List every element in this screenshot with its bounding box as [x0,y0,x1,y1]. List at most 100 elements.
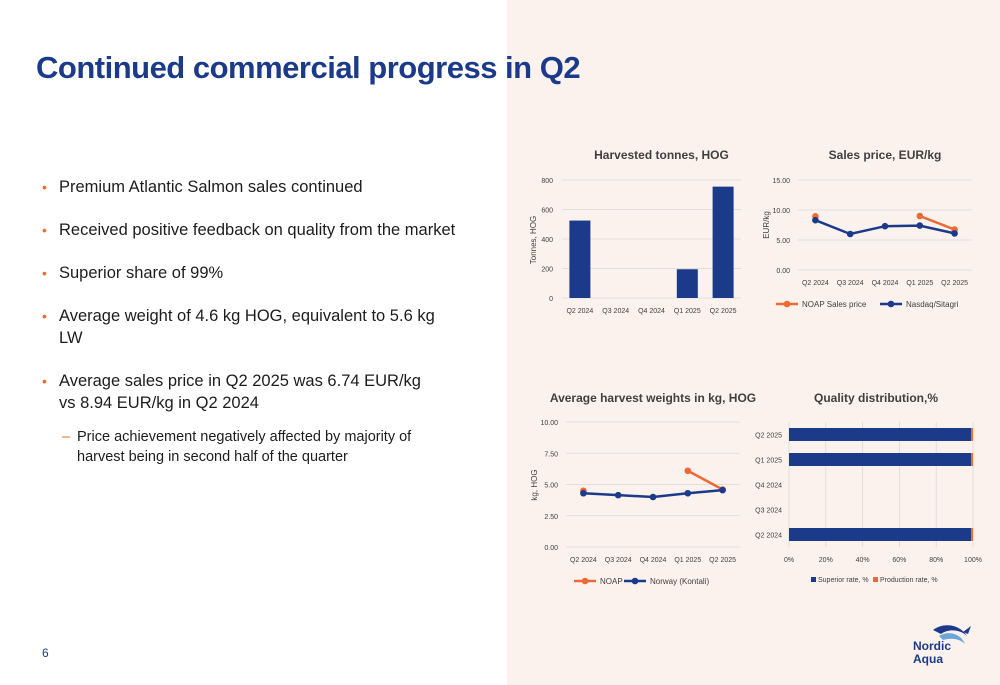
logo-line-2: Aqua [913,652,943,666]
y-tick-label: Q2 2025 [755,433,782,440]
x-tick-label: 100% [964,557,982,564]
y-tick-label: 10.00 [772,208,790,215]
y-tick-label: Q2 2024 [755,533,782,540]
legend-label: Nasdaq/Sitagri [906,300,959,309]
data-point [881,222,889,230]
x-tick-label: Q2 2025 [941,280,968,287]
x-tick-label: Q1 2025 [674,308,701,315]
x-tick-label: Q3 2024 [605,557,632,564]
y-tick-label: 600 [541,208,553,215]
data-point [846,230,854,238]
bar-segment [789,453,972,466]
bullet-text: Superior share of 99% [59,264,224,282]
data-point [684,489,692,497]
bullet-text: Average weight of 4.6 kg HOG, equivalent… [59,307,435,347]
y-tick-label: Q4 2024 [755,483,782,490]
bar-segment [971,528,973,541]
salmon-logo-icon [933,625,971,644]
bar [569,220,591,298]
data-point [684,467,692,475]
y-tick-label: 15.00 [772,178,790,185]
bullet-text: Received positive feedback on quality fr… [59,221,456,239]
y-tick-label: 5.00 [544,483,558,490]
x-tick-label: Q2 2025 [710,308,737,315]
bullet-dot-icon: • [42,373,47,389]
logo-line-1: Nordic [913,639,952,653]
legend-label: Production rate, % [880,577,938,584]
bullet-list: • Premium Atlantic Salmon sales continued… [42,176,462,467]
bullet-dot-icon: • [42,179,47,195]
charts-canvas: Harvested tonnes, HOG Tonnes, HOG 0 200 400 6… [529,148,982,586]
dash-icon: – [62,429,71,445]
sub-bullet-item: – Price achievement negatively affected b… [62,427,442,467]
x-tick-label: 0% [784,557,794,564]
x-tick-label: 40% [856,557,870,564]
y-axis-label: EUR/kg [762,211,771,239]
x-tick-label: Q2 2025 [709,557,736,564]
legend-swatch [811,577,816,582]
bullet-text: Premium Atlantic Salmon sales continued [59,178,363,196]
slide-title: Continued commercial progress in Q2 [36,50,581,85]
y-axis-label: kg, HOG [530,469,539,500]
x-tick-label: Q2 2024 [566,308,593,315]
legend-label: Norway (Kontali) [650,577,709,586]
y-tick-label: Q3 2024 [755,508,782,515]
data-point [719,486,726,494]
legend-label: NOAP Sales price [802,300,867,309]
page-number: 6 [42,646,49,660]
legend-label: Superior rate, % [818,577,869,584]
bar-segment [789,428,972,441]
bullet-dot-icon: • [42,308,47,324]
x-tick-label: Q4 2024 [872,280,899,287]
x-tick-label: Q4 2024 [638,308,665,315]
x-tick-label: Q1 2025 [906,280,933,287]
x-tick-label: 80% [929,557,943,564]
bar-segment [971,428,973,441]
y-axis-label: Tonnes, HOG [529,216,538,264]
chart-panel-background [507,0,1000,685]
series-line [919,214,956,231]
bullet-item: • Average weight of 4.6 kg HOG, equivalen… [42,305,462,349]
y-tick-label: 200 [541,267,553,274]
legend-marker [581,577,589,585]
bullet-text: Average sales price in Q2 2025 was 6.74 … [59,372,421,412]
data-point [812,216,819,224]
bar-segment [789,528,972,541]
series-line [687,469,724,491]
y-tick-label: 2.50 [544,514,558,521]
legend-label: NOAP [600,577,623,586]
x-tick-label: 60% [892,557,906,564]
legend-swatch [873,577,878,582]
bullet-item: • Superior share of 99% [42,262,462,284]
bullet-dot-icon: • [42,265,47,281]
logo-text: Nordic Aqua [913,640,951,666]
data-point [580,489,587,497]
x-tick-label: Q2 2024 [802,280,829,287]
bar [676,269,698,298]
bar [712,186,734,298]
bullet-item: • Average sales price in Q2 2025 was 6.74… [42,370,442,414]
x-tick-label: Q4 2024 [640,557,667,564]
chart-title: Sales price, EUR/kg [829,148,942,162]
y-tick-label: 0.00 [544,545,558,552]
x-tick-label: 20% [819,557,833,564]
y-tick-label: 10.00 [540,420,558,427]
data-point [916,212,924,220]
y-tick-label: 7.50 [544,451,558,458]
y-tick-label: 0 [549,296,553,303]
y-tick-label: Q1 2025 [755,458,782,465]
bullet-dot-icon: • [42,222,47,238]
x-tick-label: Q1 2025 [674,557,701,564]
data-point [951,230,958,237]
bullet-item: • Premium Atlantic Salmon sales continued [42,176,462,198]
data-point [614,491,622,499]
sub-bullet-text: Price achievement negatively affected by… [77,429,412,465]
chart-title: Harvested tonnes, HOG [594,148,729,162]
y-tick-label: 400 [541,237,553,244]
x-tick-label: Q3 2024 [602,308,629,315]
bullet-item: • Received positive feedback on quality f… [42,219,462,241]
legend-marker [887,300,895,308]
data-point [916,222,924,229]
y-tick-label: 5.00 [776,238,790,245]
chart-title: Quality distribution,% [814,391,938,405]
